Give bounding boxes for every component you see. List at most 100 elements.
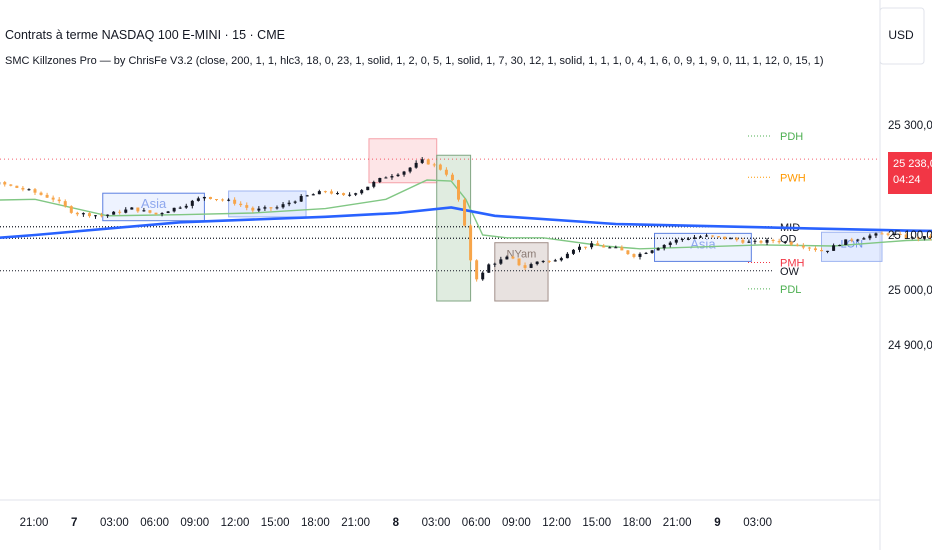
candle-body [184,205,188,208]
x-tick-label: 15:00 [261,517,290,529]
x-tick-label: 09:00 [502,517,531,529]
candle-body [3,182,7,185]
candle-body [227,199,231,201]
candle-body [342,193,346,196]
session-box-nylunch [494,242,549,302]
x-tick-label: 21:00 [341,517,370,529]
candle-body [100,215,104,217]
candle-body [626,250,630,255]
candle-body [638,253,642,257]
candle-body [789,241,793,245]
candle-body [620,247,624,251]
candle-body [711,235,715,237]
candle-body [311,194,315,196]
candle-body [190,200,194,206]
candle-body [904,234,908,239]
candle-body [124,209,128,213]
candle-body [862,238,866,240]
candle-body [27,189,31,191]
candle-body [856,239,860,241]
candle-body [898,233,902,235]
candle-body [813,248,817,251]
ma-blue-line [0,206,932,240]
candle-body [154,212,158,215]
candle-body [94,215,97,217]
candle-body [196,198,200,201]
candle-body [323,191,327,193]
candle-body [384,177,388,179]
candle-body [723,236,727,239]
moving-averages [0,179,932,250]
candle-body [674,239,678,243]
candle-body [505,256,509,260]
candle-body [868,235,872,239]
y-tick-label: 25 300,00 [888,120,932,132]
indicator-legend[interactable]: SMC Killzones Pro — by ChrisFe V3.2 (clo… [5,55,824,67]
candle-body [402,171,406,175]
x-tick-label: 9 [714,517,720,529]
candle-body [432,164,436,166]
x-tick-label: 12:00 [542,517,571,529]
candle-body [541,260,545,262]
candle-body [178,207,182,209]
candle-body [499,259,503,264]
candle-body [699,236,702,238]
candle-body [475,260,479,280]
candle-body [795,244,799,246]
candle-body [251,207,255,211]
candle-body [354,193,358,195]
x-tick-label: 8 [393,517,400,529]
candle-body [729,238,733,240]
candle-body [493,263,497,265]
candle-body [511,256,515,259]
candle-body [777,241,781,243]
chart-title: Contrats à terme NASDAQ 100 E-MINI · 15 … [5,28,285,42]
candle-body [632,254,636,257]
candle-body [136,207,140,212]
candle-body [202,196,206,199]
candle-body [759,240,763,243]
candle-body [535,261,539,265]
x-axis: 21:00 7 03:00 06:00 09:00 12:00 15:00 18:00 21:0… [20,517,772,529]
candle-body [239,203,243,206]
candle-body [15,185,19,188]
candle-body [57,199,61,202]
candle-body [886,233,890,235]
candle-body [735,238,739,241]
candle-body [263,207,267,209]
candle-body [680,239,684,241]
candle-body [426,159,430,165]
candle-body [559,258,563,261]
candle-body [565,253,569,259]
x-tick-label: 21:00 [663,517,692,529]
candle-body [39,192,43,195]
candle-body [215,199,218,201]
candle-body [771,239,775,242]
candle-body [602,245,606,248]
candle-body [87,213,91,217]
candle-body [692,237,696,239]
candle-body [880,233,884,235]
candle-body [578,246,581,250]
x-tick-label: 7 [71,517,77,529]
candle-body [372,181,376,187]
candle-body [160,213,164,215]
candle-body [807,247,811,249]
y-tick-label: 24 900,00 [888,340,932,352]
candle-body [233,199,237,204]
candle-body [820,250,823,252]
candle-body [801,245,805,248]
candle-body [9,184,13,186]
session-label: Asia [141,196,167,211]
current-price-value: 25 238,00 [893,158,932,170]
currency-button[interactable]: USD [888,28,914,42]
candle-body [208,196,212,200]
candle-body [656,248,660,251]
candle-body [590,243,594,248]
candle-body [112,211,116,215]
candle-body [75,212,79,215]
candle-body [438,164,442,170]
candle-body [547,260,551,262]
